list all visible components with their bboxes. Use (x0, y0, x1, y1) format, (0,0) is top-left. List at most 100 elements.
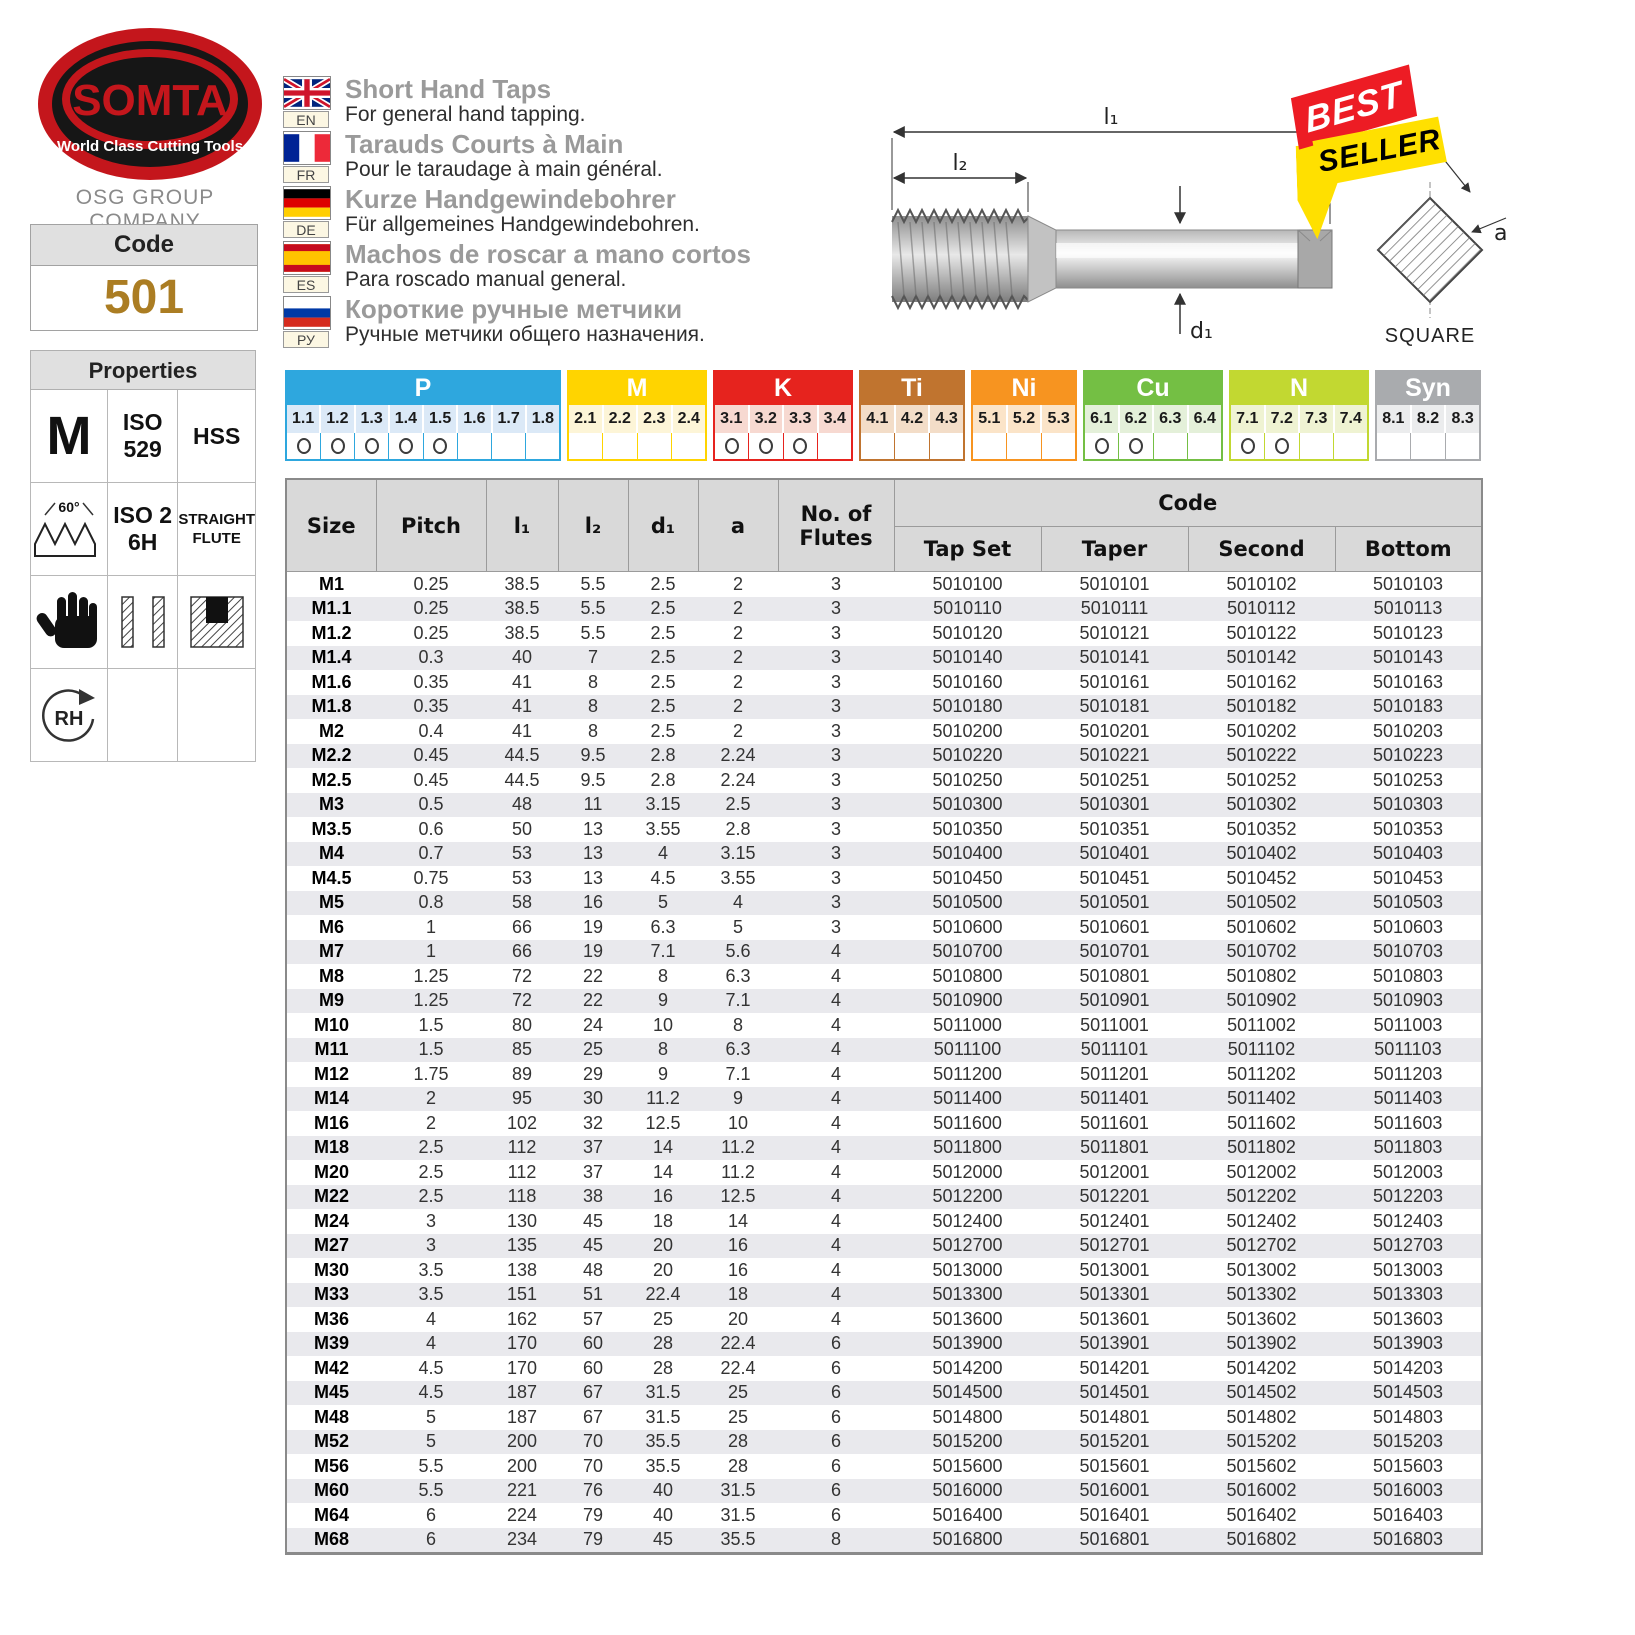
value-cell: 5010220 (932, 745, 1003, 766)
value-cell: 7.1 (725, 990, 751, 1011)
value-cell: 5010450 (932, 867, 1003, 888)
value-cell: 6 (425, 1504, 436, 1525)
material-subgrade-row: 4.1 4.2 4.3 (861, 405, 964, 433)
table-row: M45 4.5 187 67 31.5 25 6 5014500 5014501 5014502 5… (286, 1380, 1482, 1405)
material-suitability-cell (525, 433, 559, 459)
code-box: Code 501 (30, 224, 258, 331)
value-cell: 5011202 (1227, 1063, 1296, 1084)
value-cell: 4 (830, 1137, 841, 1158)
value-cell: 4 (830, 1284, 841, 1305)
table-row: M5 0.8 58 16 5 4 3 5010500 5010501 5010502 5010503 (286, 890, 1482, 915)
property-standard: ISO 529 (108, 390, 178, 482)
col-flutes: No. of Flutes (777, 478, 895, 572)
value-cell: 3 (830, 696, 841, 717)
value-cell: 5 (425, 1431, 436, 1452)
table-row: M39 4 170 60 28 22.4 6 5013900 5013901 5013902 501… (286, 1331, 1482, 1356)
value-cell: 72 (511, 990, 533, 1011)
value-cell: 2.5 (650, 696, 676, 717)
table-row: M42 4.5 170 60 28 22.4 6 5014200 5014201 5014202 5… (286, 1356, 1482, 1381)
value-cell: 51 (582, 1284, 604, 1305)
value-cell: 5010221 (1079, 745, 1150, 766)
size-cell: M2.2 (311, 745, 352, 766)
flag-wrap: DE (283, 186, 331, 238)
value-cell: 5013601 (1079, 1308, 1150, 1329)
value-cell: 53 (511, 867, 533, 888)
table-row: M52 5 200 70 35.5 28 6 5015200 5015201 5015202 501… (286, 1429, 1482, 1454)
value-cell: 5010200 (932, 720, 1003, 741)
material-group-p: P 1.1 1.2 1.3 1.4 1.5 1.6 1.7 1.8 (285, 370, 561, 461)
material-suitability-row (715, 433, 851, 459)
suitability-circle-icon (793, 438, 808, 454)
material-suitability-cell (1333, 433, 1367, 459)
value-cell: 5010163 (1372, 671, 1444, 692)
value-cell: 4 (830, 1210, 841, 1231)
material-subgrade-label: 8.1 (1377, 405, 1412, 433)
lang-code: РУ (283, 331, 329, 348)
logo-text: SOMTA (72, 76, 228, 125)
value-cell: 3 (830, 892, 841, 913)
table-row: M4.5 0.75 53 13 4.5 3.55 3 5010450 5010451 501045… (286, 866, 1482, 891)
value-cell: 5010700 (932, 941, 1003, 962)
value-cell: 31.5 (720, 1504, 756, 1525)
value-cell: 5010102 (1226, 573, 1297, 594)
value-cell: 5011003 (1373, 1014, 1443, 1035)
value-cell: 5012702 (1226, 1235, 1297, 1256)
table-row: M60 5.5 221 76 40 31.5 6 5016000 5016001 5016002 5… (286, 1478, 1482, 1503)
lang-row-de: DE Kurze Handgewindebohrer Für allgemein… (283, 186, 883, 238)
material-suitability-cell (287, 433, 322, 459)
value-cell: 4 (732, 892, 743, 913)
flag-uk-icon (283, 76, 331, 110)
value-cell: 5010902 (1226, 990, 1297, 1011)
value-cell: 22 (582, 965, 604, 986)
value-cell: 5014501 (1079, 1382, 1150, 1403)
material-suitability-cell (671, 433, 705, 459)
material-suitability-cell (1153, 433, 1188, 459)
lang-text: Machos de roscar a mano cortos Para rosc… (345, 241, 751, 293)
size-cell: M1.8 (311, 696, 352, 717)
suitability-circle-icon (330, 438, 345, 454)
value-cell: 5013900 (932, 1333, 1003, 1354)
material-suitability-cell (1411, 433, 1446, 459)
material-suitability-cell (457, 433, 492, 459)
value-cell: 5010181 (1079, 696, 1150, 717)
value-cell: 10 (727, 1112, 749, 1133)
material-subgrade-label: 2.3 (638, 405, 673, 433)
value-cell: 5011600 (933, 1112, 1002, 1133)
value-cell: 41 (511, 720, 533, 741)
value-cell: 89 (511, 1063, 533, 1084)
value-cell: 187 (506, 1406, 538, 1427)
value-cell: 2.8 (725, 818, 751, 839)
lang-code: DE (283, 221, 329, 238)
value-cell: 5013903 (1372, 1333, 1444, 1354)
value-cell: 2.5 (418, 1186, 444, 1207)
value-cell: 28 (727, 1455, 749, 1476)
size-cell: M9 (318, 990, 344, 1011)
value-cell: 5010111 (1080, 598, 1149, 619)
value-cell: 5010600 (932, 916, 1003, 937)
value-cell: 0.75 (413, 867, 449, 888)
value-cell: 5015603 (1372, 1455, 1444, 1476)
value-cell: 2 (732, 622, 743, 643)
table-row: M9 1.25 72 22 9 7.1 4 5010900 5010901 5010902 5010… (286, 988, 1482, 1013)
value-cell: 20 (727, 1308, 749, 1329)
value-cell: 5010142 (1226, 647, 1297, 668)
value-cell: 8 (657, 1039, 668, 1060)
value-cell: 0.25 (413, 622, 449, 643)
col-size: Size (285, 478, 377, 572)
material-subgrade-label: 6.2 (1119, 405, 1154, 433)
property-hand-tapping (31, 576, 107, 668)
value-cell: 58 (511, 892, 533, 913)
value-cell: 5013302 (1226, 1284, 1297, 1305)
value-cell: 2.8 (650, 745, 676, 766)
value-cell: 37 (582, 1137, 604, 1158)
table-row: M11 1.5 85 25 8 6.3 4 5011100 5011101 5011102 5011… (286, 1037, 1482, 1062)
value-cell: 57 (582, 1308, 604, 1329)
value-cell: 2.5 (418, 1137, 444, 1158)
value-cell: 9.5 (580, 769, 606, 790)
value-cell: 6.3 (650, 916, 676, 937)
property-through-hole (108, 576, 178, 668)
value-cell: 118 (507, 1186, 537, 1207)
material-suitability-cell (1041, 433, 1075, 459)
value-cell: 79 (582, 1504, 604, 1525)
material-suitability-cell (715, 433, 750, 459)
